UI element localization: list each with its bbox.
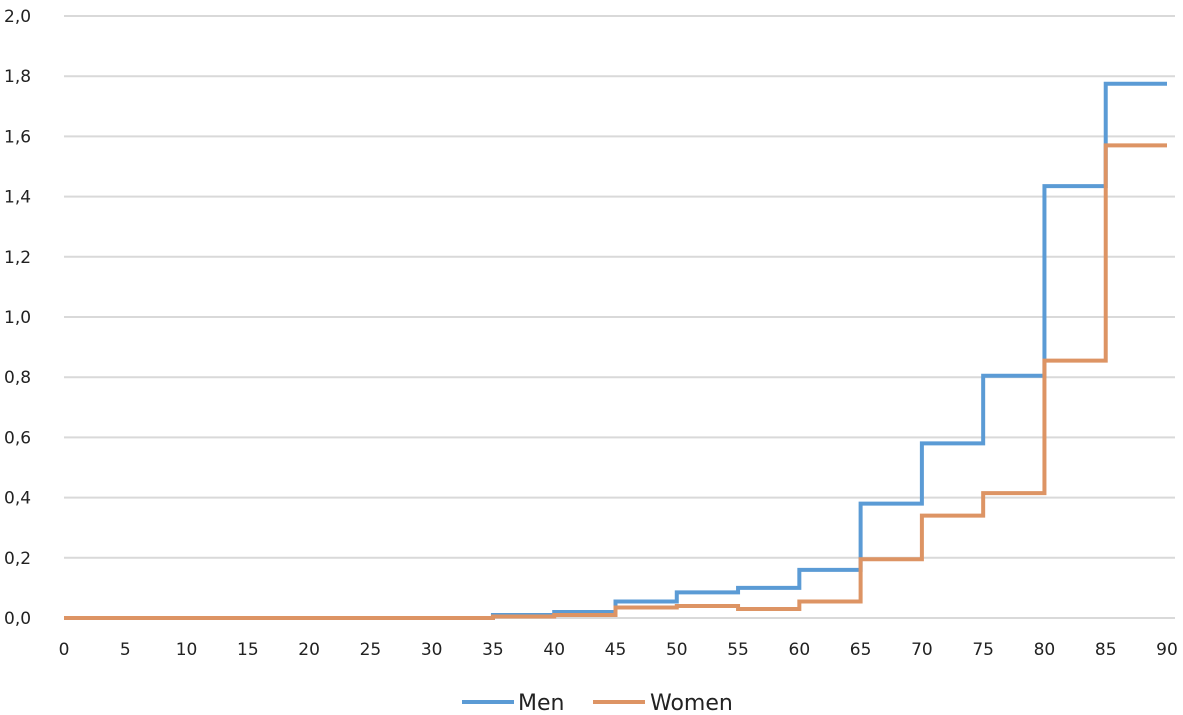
x-tick-label: 0 [59,640,70,660]
legend-label-men: Men [518,691,564,715]
x-tick-label: 20 [298,640,320,660]
gridlines [64,15,1175,619]
x-tick-label: 65 [850,640,872,660]
series-lines [64,81,1167,620]
y-tick-label: 0,8 [4,368,31,388]
y-tick-label: 1,6 [4,127,31,147]
y-tick-label: 0,2 [4,549,31,569]
x-tick-label: 25 [360,640,382,660]
x-tick-label: 15 [237,640,259,660]
y-tick-label: 2,0 [4,7,31,27]
x-tick-label: 35 [482,640,504,660]
x-tick-label: 5 [120,640,131,660]
y-tick-label: 1,8 [4,67,31,87]
x-tick-label: 10 [176,640,198,660]
x-tick-label: 40 [543,640,565,660]
x-tick-label: 80 [1034,640,1056,660]
series-line-women [64,143,1167,620]
x-tick-label: 75 [972,640,994,660]
x-tick-label: 30 [421,640,443,660]
y-tick-label: 0,0 [4,609,31,629]
x-tick-label: 85 [1095,640,1117,660]
y-tick-label: 1,2 [4,248,31,268]
x-tick-label: 70 [911,640,933,660]
y-axis: 0,0 0,2 0,4 0,6 0,8 1,0 1,2 1,4 1,6 1,8 2,0 [4,7,31,629]
y-tick-label: 1,4 [4,188,31,208]
x-axis: 0 5 10 15 20 25 30 35 40 45 50 55 60 65 70 75 80 85 90 [59,640,1178,660]
legend-label-women: Women [650,691,733,715]
x-tick-label: 60 [789,640,811,660]
x-tick-label: 90 [1156,640,1178,660]
y-tick-label: 0,4 [4,489,31,509]
y-tick-label: 0,6 [4,428,31,448]
y-tick-label: 1,0 [4,308,31,328]
x-tick-label: 55 [727,640,749,660]
legend: Men Women [462,691,733,715]
x-tick-label: 50 [666,640,688,660]
series-line-men [64,81,1167,620]
x-tick-label: 45 [605,640,627,660]
